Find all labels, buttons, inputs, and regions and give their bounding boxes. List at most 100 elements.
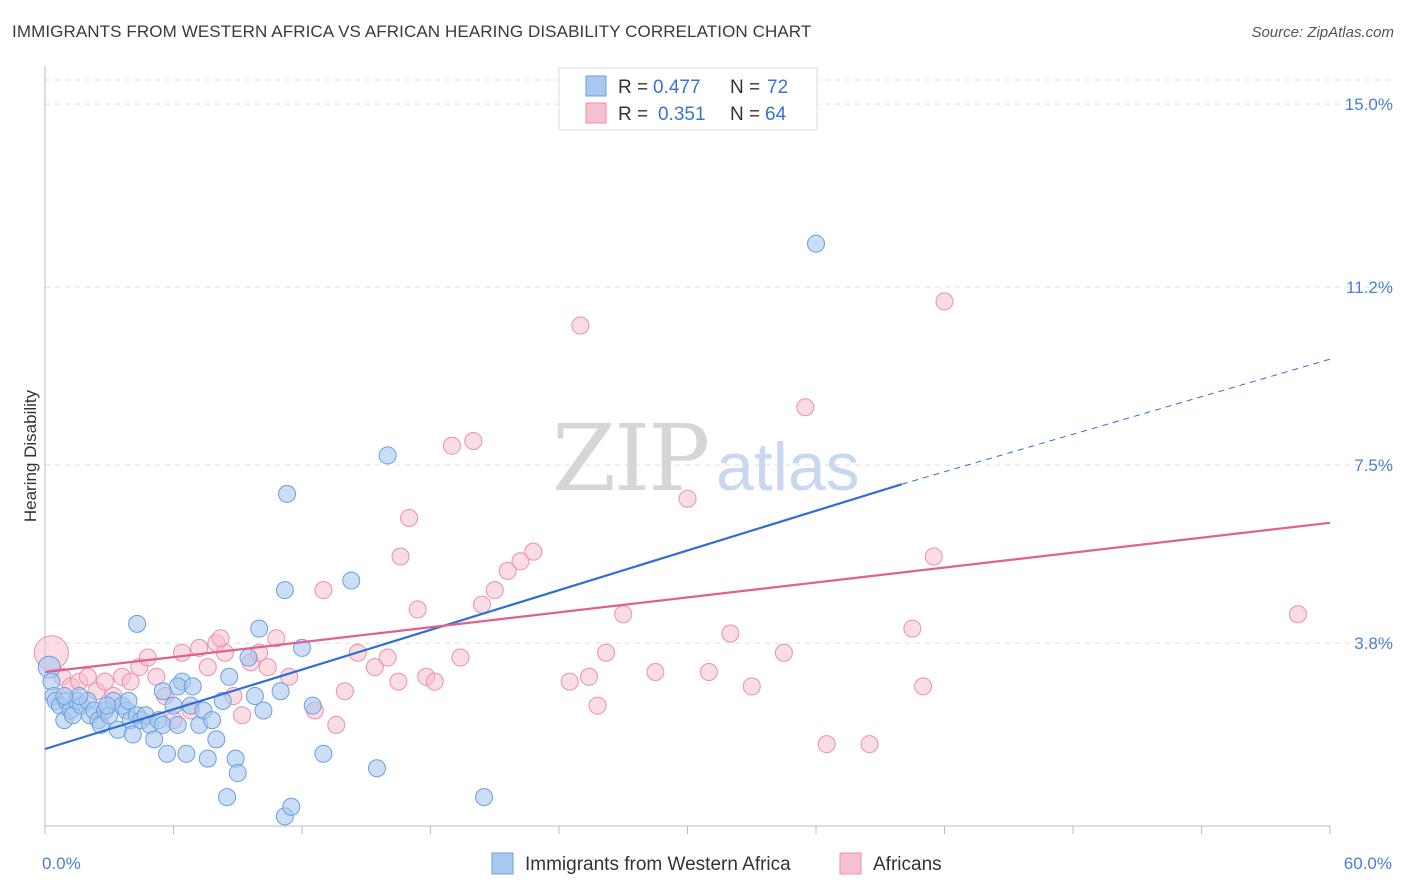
point-western-africa xyxy=(168,715,187,734)
point-western-africa xyxy=(207,730,226,749)
point-africans xyxy=(742,677,761,696)
bottom-legend-swatch-pink xyxy=(839,852,862,875)
point-africans xyxy=(699,662,718,681)
series-western-africa-points xyxy=(37,234,825,826)
point-western-africa xyxy=(218,788,237,807)
legend-r-value-1: 0.477 xyxy=(653,77,701,98)
point-africans xyxy=(796,398,815,417)
point-africans xyxy=(1288,605,1307,624)
legend-n-label-2: N = xyxy=(730,104,760,125)
point-africans xyxy=(121,672,140,691)
point-western-africa xyxy=(55,687,74,706)
point-western-africa xyxy=(198,749,217,768)
point-africans xyxy=(774,643,793,662)
point-africans xyxy=(425,672,444,691)
point-africans xyxy=(408,600,427,619)
point-africans xyxy=(190,638,209,657)
point-western-africa xyxy=(250,619,269,638)
y-tick-label-0: 3.8% xyxy=(1354,634,1393,653)
legend-swatch-pink xyxy=(585,102,607,124)
point-africans xyxy=(233,706,252,725)
legend-n-value-1: 72 xyxy=(767,77,788,98)
y-tick-label-1: 7.5% xyxy=(1354,456,1393,475)
point-western-africa xyxy=(168,677,187,696)
point-western-africa xyxy=(342,571,361,590)
legend-r-label-1: R = xyxy=(618,77,648,98)
point-africans xyxy=(378,648,397,667)
point-africans xyxy=(498,561,517,580)
point-africans xyxy=(524,542,543,561)
point-western-africa xyxy=(183,677,202,696)
legend-r-label-2: R = xyxy=(618,104,648,125)
point-western-africa xyxy=(213,691,232,710)
point-africans xyxy=(579,667,598,686)
point-africans xyxy=(914,677,933,696)
axes xyxy=(44,66,1331,834)
chart-title: IMMIGRANTS FROM WESTERN AFRICA VS AFRICA… xyxy=(12,22,812,41)
point-africans xyxy=(95,672,114,691)
point-western-africa xyxy=(128,614,147,633)
point-africans xyxy=(138,648,157,667)
point-western-africa xyxy=(158,744,177,763)
legend: R = 0.477 N = 72 R = 0.351 N = 64 xyxy=(558,67,818,131)
point-western-africa xyxy=(271,682,290,701)
point-africans xyxy=(198,658,217,677)
point-africans xyxy=(267,629,286,648)
point-africans xyxy=(903,619,922,638)
point-western-africa xyxy=(475,788,494,807)
point-western-africa xyxy=(378,446,397,465)
point-africans xyxy=(588,696,607,715)
trend-line-western-africa xyxy=(44,483,902,751)
point-western-africa xyxy=(254,701,273,720)
point-western-africa xyxy=(245,687,264,706)
trend-line-western-africa-extension xyxy=(901,358,1331,485)
point-africans xyxy=(511,552,530,571)
point-africans xyxy=(935,292,954,311)
point-western-africa xyxy=(177,744,196,763)
x-tick-label-min: 0.0% xyxy=(42,854,81,873)
point-western-africa xyxy=(153,715,172,734)
point-africans xyxy=(451,648,470,667)
point-africans xyxy=(646,662,665,681)
point-africans xyxy=(721,624,740,643)
point-western-africa xyxy=(314,744,333,763)
point-africans xyxy=(335,682,354,701)
y-tick-label-3: 15.0% xyxy=(1345,95,1393,114)
point-africans xyxy=(391,547,410,566)
point-western-africa xyxy=(119,691,138,710)
bottom-legend-label-africans: Africans xyxy=(873,854,942,875)
x-tick-label-max: 60.0% xyxy=(1344,854,1392,873)
point-africans xyxy=(78,667,97,686)
legend-swatch-blue xyxy=(585,75,607,97)
point-africans xyxy=(442,436,461,455)
point-africans xyxy=(258,658,277,677)
point-africans xyxy=(400,508,419,527)
point-africans xyxy=(597,643,616,662)
point-africans xyxy=(173,643,192,662)
point-western-africa xyxy=(239,648,258,667)
point-africans xyxy=(817,735,836,754)
point-africans xyxy=(365,658,384,677)
point-western-africa xyxy=(145,730,164,749)
grid-lines xyxy=(45,79,1395,644)
point-africans xyxy=(560,672,579,691)
legend-n-label-1: N = xyxy=(730,77,760,98)
series-africans-points xyxy=(33,292,1307,754)
point-africans xyxy=(389,672,408,691)
watermark: ZIP atlas xyxy=(552,405,860,512)
point-western-africa xyxy=(282,797,301,816)
watermark-atlas: atlas xyxy=(716,429,860,505)
point-africans xyxy=(924,547,943,566)
legend-r-value-2: 0.351 xyxy=(658,104,706,125)
bottom-legend-label-western-africa: Immigrants from Western Africa xyxy=(525,854,791,875)
point-africans xyxy=(472,595,491,614)
point-western-africa xyxy=(220,667,239,686)
point-africans xyxy=(860,735,879,754)
trend-lines xyxy=(44,358,1331,751)
point-western-africa xyxy=(228,764,247,783)
point-africans xyxy=(571,316,590,335)
bottom-legend: Immigrants from Western Africa Africans xyxy=(491,852,942,875)
point-africans xyxy=(327,715,346,734)
point-africans xyxy=(314,581,333,600)
